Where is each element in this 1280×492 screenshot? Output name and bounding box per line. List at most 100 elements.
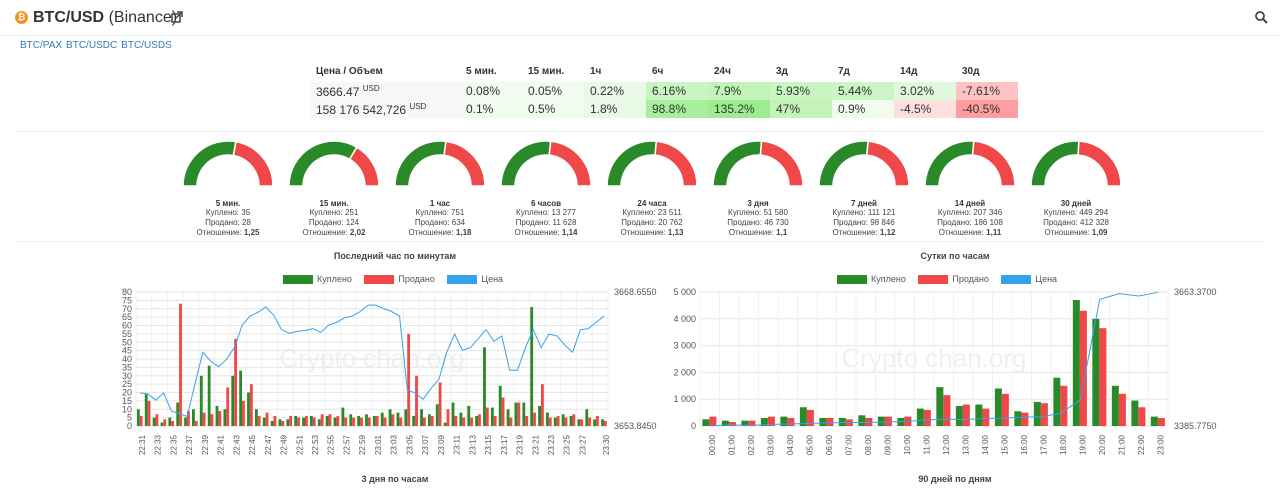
bar-bought[interactable] <box>451 402 455 426</box>
bar-sold[interactable] <box>210 414 214 426</box>
bar-bought[interactable] <box>388 409 392 426</box>
bar-bought[interactable] <box>144 394 148 426</box>
bar-sold[interactable] <box>533 412 536 426</box>
bar-bought[interactable] <box>412 415 416 426</box>
bar-bought[interactable] <box>506 409 510 426</box>
bar-sold[interactable] <box>826 417 834 426</box>
bar-sold[interactable] <box>1157 417 1165 426</box>
legend-item-price[interactable]: Цена <box>447 274 503 285</box>
bar-bought[interactable] <box>741 420 749 426</box>
pair-link[interactable]: BTC/PAX <box>20 40 63 51</box>
bar-sold[interactable] <box>923 409 931 426</box>
bar-bought[interactable] <box>176 402 180 426</box>
bar-sold[interactable] <box>540 384 544 426</box>
bar-sold[interactable] <box>1099 328 1107 426</box>
bar-bought[interactable] <box>428 414 431 426</box>
bar-sold[interactable] <box>257 415 261 426</box>
bar-sold[interactable] <box>1138 407 1146 426</box>
bar-bought[interactable] <box>799 407 807 426</box>
bar-bought[interactable] <box>1111 385 1119 426</box>
bar-sold[interactable] <box>517 402 521 426</box>
bar-bought[interactable] <box>530 307 534 426</box>
bar-sold[interactable] <box>1001 393 1009 426</box>
bar-sold[interactable] <box>242 400 245 426</box>
bar-bought[interactable] <box>475 415 479 426</box>
bar-sold[interactable] <box>171 420 175 426</box>
bar-sold[interactable] <box>787 417 795 426</box>
bar-sold[interactable] <box>1118 393 1126 426</box>
bar-sold[interactable] <box>962 404 970 426</box>
bar-sold[interactable] <box>767 416 775 426</box>
bar-bought[interactable] <box>136 409 140 426</box>
bar-sold[interactable] <box>179 303 182 426</box>
bar-sold[interactable] <box>399 417 403 426</box>
bar-sold[interactable] <box>709 416 717 426</box>
bar-bought[interactable] <box>380 412 384 426</box>
bar-bought[interactable] <box>702 419 710 426</box>
bar-bought[interactable] <box>819 417 827 426</box>
bar-sold[interactable] <box>312 417 316 426</box>
bar-sold[interactable] <box>525 415 529 426</box>
bar-sold[interactable] <box>375 415 379 426</box>
bar-bought[interactable] <box>498 385 502 426</box>
bar-bought[interactable] <box>294 415 298 426</box>
bar-sold[interactable] <box>806 409 814 426</box>
bar-sold[interactable] <box>336 415 340 426</box>
bar-bought[interactable] <box>270 420 274 426</box>
bar-sold[interactable] <box>728 421 736 426</box>
bar-sold[interactable] <box>415 375 418 426</box>
bar-bought[interactable] <box>168 417 172 426</box>
bar-bought[interactable] <box>858 415 866 426</box>
bar-sold[interactable] <box>328 414 332 426</box>
bar-bought[interactable] <box>994 388 1002 426</box>
bar-sold[interactable] <box>470 417 474 426</box>
bar-sold[interactable] <box>501 397 505 426</box>
bar-bought[interactable] <box>396 412 400 426</box>
bar-bought[interactable] <box>278 419 282 426</box>
bar-sold[interactable] <box>478 414 481 426</box>
search-icon[interactable] <box>1255 11 1268 24</box>
bar-sold[interactable] <box>509 417 513 426</box>
bar-sold[interactable] <box>186 410 190 426</box>
bar-bought[interactable] <box>231 375 235 426</box>
bar-bought[interactable] <box>286 419 290 426</box>
legend-item-price[interactable]: Цена <box>1001 274 1057 285</box>
bar-sold[interactable] <box>422 417 426 426</box>
bar-sold[interactable] <box>446 409 450 426</box>
bar-bought[interactable] <box>569 415 573 426</box>
bar-bought[interactable] <box>975 404 983 426</box>
external-link-icon[interactable] <box>171 11 183 23</box>
bar-bought[interactable] <box>593 419 597 426</box>
bar-bought[interactable] <box>1072 300 1080 426</box>
bar-sold[interactable] <box>580 419 584 426</box>
bar-sold[interactable] <box>438 382 442 426</box>
bar-bought[interactable] <box>333 417 337 426</box>
bar-sold[interactable] <box>360 417 363 426</box>
bar-bought[interactable] <box>1092 318 1100 426</box>
bar-bought[interactable] <box>349 414 353 426</box>
bar-sold[interactable] <box>352 417 356 426</box>
bar-sold[interactable] <box>155 414 159 426</box>
pair-link[interactable]: BTC/USDC <box>66 40 118 51</box>
bar-bought[interactable] <box>341 407 345 426</box>
bar-sold[interactable] <box>139 415 143 426</box>
bar-bought[interactable] <box>310 415 313 426</box>
bar-bought[interactable] <box>152 417 156 426</box>
bar-sold[interactable] <box>943 395 951 426</box>
bar-bought[interactable] <box>372 415 376 426</box>
bar-sold[interactable] <box>289 415 293 426</box>
bar-sold[interactable] <box>234 338 238 426</box>
bar-bought[interactable] <box>955 405 963 426</box>
bar-bought[interactable] <box>916 408 924 426</box>
bar-sold[interactable] <box>226 387 230 426</box>
bar-bought[interactable] <box>538 405 541 426</box>
bar-sold[interactable] <box>1021 412 1029 426</box>
bar-sold[interactable] <box>748 420 756 426</box>
bar-sold[interactable] <box>194 420 198 426</box>
bar-bought[interactable] <box>522 402 526 426</box>
bar-bought[interactable] <box>459 412 463 426</box>
legend-item-sold[interactable]: Продано <box>918 274 989 285</box>
bar-bought[interactable] <box>577 419 581 426</box>
bar-bought[interactable] <box>1014 411 1022 426</box>
bar-bought[interactable] <box>192 409 195 426</box>
